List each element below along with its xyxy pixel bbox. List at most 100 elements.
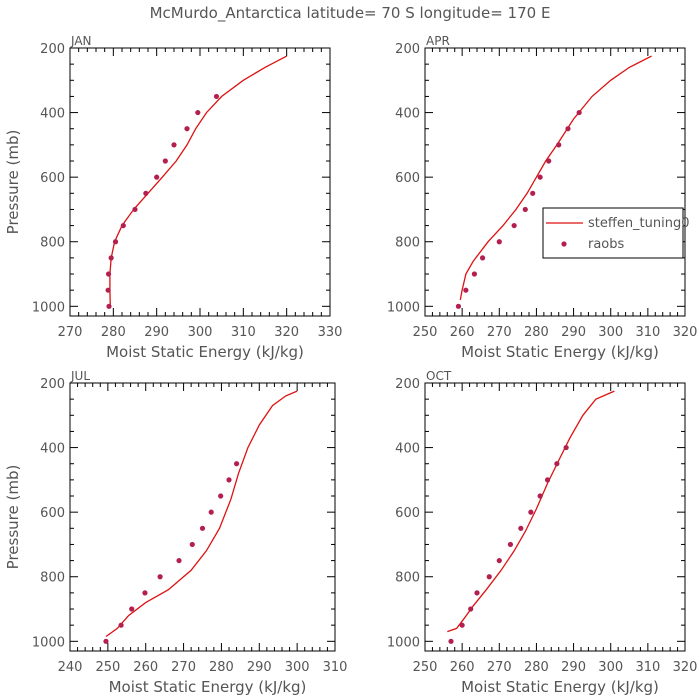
data-point-raobs (143, 190, 149, 196)
y-axis-label: Pressure (mb) (4, 130, 22, 235)
x-tick-label: 290 (561, 660, 586, 675)
data-point-raobs (496, 557, 502, 564)
data-point-raobs (518, 525, 524, 531)
data-point-raobs (218, 493, 224, 499)
panels-layer: JAN 270 280 290 300 310 320 330 200 400 600 800 1000… (4, 34, 697, 696)
y-tick-label: 400 (40, 107, 65, 122)
legend-box (542, 207, 684, 259)
panel-oct: OCT 250 260 270 280 290 300 310 320 200 400 600 800 1… (387, 369, 698, 696)
data-point-raobs (108, 255, 114, 261)
x-tick-label: 280 (209, 660, 234, 675)
data-point-raobs (486, 574, 492, 580)
data-point-raobs (530, 190, 536, 196)
x-tick-label: 290 (144, 325, 169, 340)
panel-label: JUL (70, 369, 90, 383)
panel-frame (424, 47, 686, 317)
y-tick-label: 400 (395, 107, 420, 122)
y-tick-label: 600 (395, 506, 420, 521)
data-point-raobs (496, 239, 502, 245)
x-tick-label: 290 (247, 660, 272, 675)
data-point-raobs (448, 638, 454, 644)
y-tick-label: 400 (395, 442, 420, 457)
x-tick-label: 250 (413, 325, 438, 340)
x-tick-label: 260 (450, 660, 475, 675)
series-line-steffen_tuning0 (459, 55, 652, 301)
panel-jul: JUL 240 250 260 270 280 290 300 310 200 400 600 800 1… (4, 369, 347, 696)
x-tick-label: 310 (635, 660, 660, 675)
data-point-raobs (171, 142, 177, 148)
y-tick-label: 800 (40, 571, 65, 586)
data-point-raobs (522, 206, 528, 213)
y-tick-label: 600 (40, 506, 65, 521)
data-point-raobs (120, 222, 126, 229)
y-tick-label: 400 (40, 442, 65, 457)
x-tick-label: 330 (318, 325, 343, 340)
data-point-raobs (233, 461, 240, 467)
data-point-raobs (105, 271, 112, 277)
x-tick-label: 270 (487, 325, 512, 340)
data-point-raobs (537, 174, 543, 180)
data-point-raobs (142, 590, 148, 596)
x-axis-label: Moist Static Energy (kJ/kg) (109, 678, 307, 696)
y-tick-label: 200 (40, 377, 65, 392)
data-point-raobs (459, 622, 465, 628)
data-point-raobs (565, 126, 571, 132)
y-tick-label: 1000 (387, 300, 420, 315)
data-point-raobs (563, 444, 569, 451)
x-tick-label: 260 (450, 325, 475, 340)
data-point-raobs (479, 255, 486, 261)
data-point-raobs (468, 606, 474, 612)
x-tick-label: 280 (101, 325, 126, 340)
x-axis-label: Moist Static Energy (kJ/kg) (461, 678, 659, 696)
x-tick-label: 310 (323, 660, 348, 675)
x-tick-label: 300 (598, 660, 623, 675)
x-tick-label: 320 (673, 325, 698, 340)
data-point-raobs (189, 541, 195, 548)
panel-label: OCT (426, 369, 452, 383)
x-tick-label: 270 (171, 660, 196, 675)
data-point-raobs (105, 287, 111, 293)
data-point-raobs (195, 109, 201, 116)
data-point-raobs (576, 109, 582, 116)
y-tick-label: 1000 (32, 300, 65, 315)
x-axis-label: Moist Static Energy (kJ/kg) (461, 343, 659, 361)
data-point-raobs (463, 287, 469, 293)
data-point-raobs (556, 142, 562, 148)
x-tick-label: 310 (635, 325, 660, 340)
legend-label: steffen_tuning0 (588, 216, 690, 231)
data-point-raobs (112, 239, 119, 245)
y-axis-label: Pressure (mb) (4, 465, 22, 570)
panel-label: APR (426, 34, 450, 48)
x-tick-label: 270 (58, 325, 83, 340)
y-tick-label: 200 (395, 42, 420, 57)
panel-apr: APR 250 260 270 280 290 300 310 320 200 400 600 800 1… (387, 34, 698, 361)
legend-label: raobs (588, 237, 625, 252)
x-tick-label: 300 (285, 660, 310, 675)
panel-jan: JAN 270 280 290 300 310 320 330 200 400 600 800 1000… (4, 34, 342, 361)
data-point-raobs (528, 509, 534, 515)
data-point-raobs (474, 590, 480, 596)
data-point-raobs (157, 574, 163, 580)
x-tick-label: 310 (231, 325, 256, 340)
data-point-raobs (199, 525, 206, 531)
y-tick-label: 800 (395, 236, 420, 251)
data-point-raobs (471, 271, 477, 277)
x-tick-label: 270 (487, 660, 512, 675)
y-tick-label: 1000 (32, 635, 65, 650)
data-point-raobs (226, 477, 232, 483)
x-tick-label: 320 (673, 660, 698, 675)
data-point-raobs (544, 477, 551, 483)
data-point-raobs (455, 303, 462, 309)
y-tick-label: 200 (40, 42, 65, 57)
data-point-raobs (511, 222, 517, 229)
x-tick-label: 250 (413, 660, 438, 675)
panel-frame (424, 382, 686, 652)
x-tick-label: 290 (561, 325, 586, 340)
y-tick-label: 600 (40, 171, 65, 186)
data-point-raobs (546, 158, 552, 164)
x-tick-label: 280 (524, 660, 549, 675)
data-point-raobs (213, 93, 220, 100)
x-tick-label: 280 (524, 325, 549, 340)
x-tick-label: 250 (95, 660, 120, 675)
